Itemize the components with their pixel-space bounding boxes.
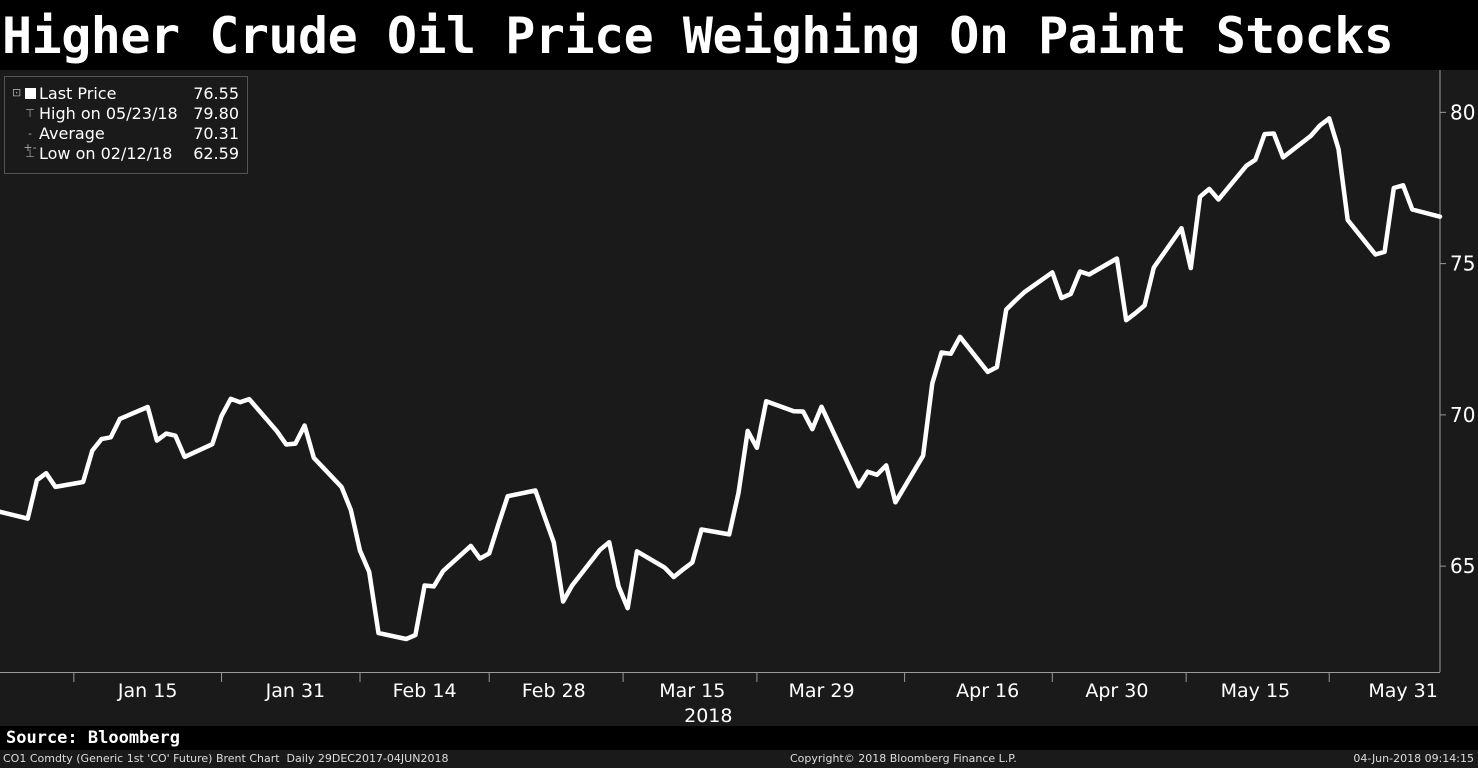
legend-label: High on 05/23/18 bbox=[39, 104, 178, 123]
legend-label: Low on 02/12/18 bbox=[39, 144, 173, 163]
x-axis-year-label: 2018 bbox=[684, 705, 732, 726]
x-tick-label: Jan 15 bbox=[117, 680, 178, 702]
legend-label: Average bbox=[39, 124, 105, 143]
footer-copyright: Copyright© 2018 Bloomberg Finance L.P. bbox=[790, 752, 1017, 765]
footer-timestamp: 04-Jun-2018 09:14:15 bbox=[1353, 752, 1474, 765]
y-tick-label: 75 bbox=[1450, 252, 1475, 276]
x-tick-label: Apr 30 bbox=[1085, 680, 1148, 702]
legend-row-average: -+- Average 70.31 bbox=[5, 124, 247, 154]
price-chart: 65 70 75 80 Jan 15 Jan 31 Feb 14 Feb 28 Mar 15 Ma… bbox=[0, 70, 1475, 726]
legend-value: 70.31 bbox=[193, 124, 239, 143]
legend-label: Last Price bbox=[39, 84, 117, 103]
x-tick-label: May 15 bbox=[1221, 680, 1291, 702]
x-tick-label: Feb 28 bbox=[522, 680, 586, 702]
legend-box-icon: ⊡ bbox=[12, 86, 22, 99]
plot-area: 65 70 75 80 Jan 15 Jan 31 Feb 14 Feb 28 Mar 15 Ma… bbox=[0, 70, 1478, 726]
high-marker-icon: ⊤ bbox=[25, 107, 35, 120]
legend-value: 79.80 bbox=[193, 104, 239, 123]
x-tick-label: Mar 29 bbox=[788, 680, 854, 702]
legend-row-low: ⊥ Low on 02/12/18 62.59 bbox=[5, 144, 247, 164]
x-tick-label: Mar 15 bbox=[659, 680, 725, 702]
square-icon bbox=[25, 88, 36, 99]
legend-value: 76.55 bbox=[193, 84, 239, 103]
legend-row-high: ⊤ High on 05/23/18 79.80 bbox=[5, 104, 247, 124]
low-marker-icon: ⊥ bbox=[25, 147, 35, 160]
y-tick-label: 65 bbox=[1450, 554, 1475, 578]
y-tick-label: 70 bbox=[1450, 403, 1475, 427]
x-tick-label: Jan 31 bbox=[265, 680, 326, 702]
chart-legend: ⊡ Last Price 76.55 ⊤ High on 05/23/18 79… bbox=[4, 76, 248, 174]
source-note: Source: Bloomberg bbox=[6, 728, 180, 748]
footer-description: CO1 Comdty (Generic 1st 'CO' Future) Bre… bbox=[3, 752, 449, 765]
legend-value: 62.59 bbox=[193, 144, 239, 163]
legend-row-last-price: ⊡ Last Price 76.55 bbox=[5, 84, 247, 104]
x-tick-label: Apr 16 bbox=[956, 680, 1019, 702]
chart-title: Higher Crude Oil Price Weighing On Paint… bbox=[2, 7, 1394, 65]
x-tick-label: Feb 14 bbox=[393, 680, 457, 702]
average-marker-icon: -+- bbox=[23, 127, 37, 154]
y-tick-label: 80 bbox=[1450, 100, 1475, 124]
footer-bar: CO1 Comdty (Generic 1st 'CO' Future) Bre… bbox=[0, 750, 1478, 768]
x-tick-label: May 31 bbox=[1368, 680, 1438, 702]
price-series-line bbox=[0, 116, 1443, 642]
